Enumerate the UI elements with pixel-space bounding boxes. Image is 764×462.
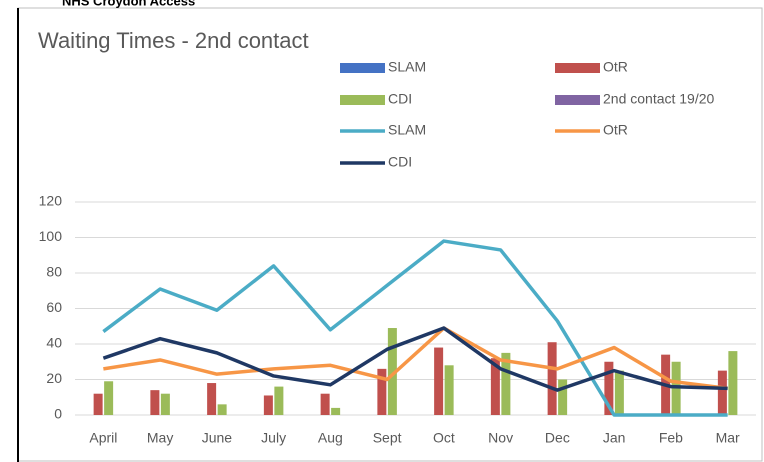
- bar: [728, 351, 738, 415]
- bar: [717, 370, 727, 415]
- bar: [490, 358, 500, 415]
- legend-swatch: [555, 63, 600, 73]
- legend-swatch: [555, 95, 600, 105]
- chart-title: Waiting Times - 2nd contact: [38, 28, 309, 53]
- bar: [320, 393, 330, 415]
- line: [102, 326, 728, 392]
- y-tick-label: 60: [46, 299, 62, 315]
- bar: [614, 370, 624, 415]
- bar: [558, 379, 568, 415]
- bar: [274, 386, 284, 415]
- legend-swatch: [340, 63, 385, 73]
- bar: [387, 328, 397, 415]
- x-tick-label: Aug: [318, 430, 343, 446]
- y-tick-label: 20: [46, 370, 62, 386]
- x-tick-label: May: [147, 430, 173, 446]
- bar: [444, 365, 454, 415]
- bar: [377, 368, 387, 415]
- x-tick-label: Feb: [659, 430, 683, 446]
- bar: [604, 361, 614, 415]
- bar: [150, 390, 160, 415]
- bar: [207, 383, 217, 415]
- bar: [160, 393, 170, 415]
- bar: [93, 393, 103, 415]
- x-tick-label: April: [89, 430, 117, 446]
- y-tick-label: 0: [54, 406, 62, 422]
- bar: [547, 342, 557, 415]
- bar: [501, 352, 511, 415]
- y-tick-label: 100: [39, 228, 63, 244]
- bar: [434, 347, 444, 415]
- y-tick-label: 120: [39, 193, 63, 209]
- bar: [331, 407, 341, 415]
- bar: [217, 404, 227, 415]
- bar: [104, 381, 114, 415]
- x-tick-label: Oct: [433, 430, 455, 446]
- line: [102, 239, 728, 417]
- page-header: NHS Croydon Access: [62, 0, 195, 8]
- legend-label: 2nd contact 19/20: [603, 91, 715, 107]
- legend-label: SLAM: [388, 59, 426, 75]
- line: [103, 326, 728, 391]
- x-tick-label: July: [261, 430, 286, 446]
- legend-swatch: [340, 95, 385, 105]
- x-tick-label: June: [202, 430, 233, 446]
- legend-label: OtR: [603, 59, 628, 75]
- y-tick-label: 80: [46, 264, 62, 280]
- y-tick-label: 40: [46, 335, 62, 351]
- legend-label: CDI: [388, 91, 412, 107]
- x-tick-label: Sept: [373, 430, 402, 446]
- legend-label: SLAM: [388, 122, 426, 138]
- legend-label: CDI: [388, 154, 412, 170]
- x-tick-label: Dec: [545, 430, 570, 446]
- x-tick-label: Mar: [716, 430, 740, 446]
- legend-label: OtR: [603, 122, 628, 138]
- x-tick-label: Nov: [488, 430, 513, 446]
- x-tick-label: Jan: [603, 430, 626, 446]
- bar: [263, 395, 273, 415]
